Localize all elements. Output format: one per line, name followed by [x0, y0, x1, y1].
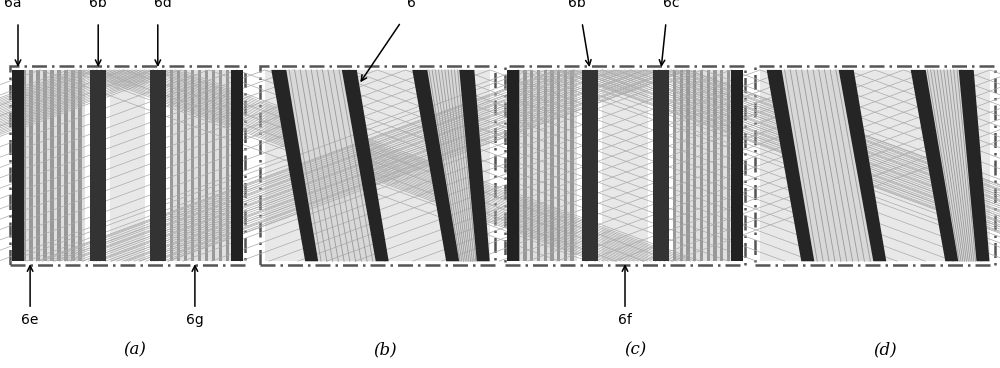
Bar [720, 70, 723, 261]
Bar [570, 70, 574, 261]
Bar [673, 70, 676, 261]
Bar [71, 70, 75, 261]
Polygon shape [286, 70, 376, 261]
Polygon shape [271, 70, 318, 261]
Bar [205, 70, 208, 261]
Text: 6e: 6e [21, 313, 39, 327]
Text: 6b: 6b [568, 0, 586, 10]
Bar [15, 70, 19, 261]
Bar [170, 70, 173, 261]
Polygon shape [782, 70, 873, 261]
Bar [700, 70, 703, 261]
Bar [265, 70, 490, 261]
Bar [706, 70, 710, 261]
Bar [191, 70, 194, 261]
Bar [550, 70, 554, 261]
Text: 6g: 6g [186, 313, 204, 327]
Bar [150, 70, 166, 261]
Bar [673, 70, 740, 261]
Bar [713, 70, 717, 261]
Bar [510, 70, 577, 261]
Polygon shape [926, 70, 976, 261]
Text: 6d: 6d [154, 0, 172, 10]
Bar [64, 70, 68, 261]
Bar [537, 70, 540, 261]
Bar [29, 70, 33, 261]
Bar [226, 70, 229, 261]
Text: (c): (c) [624, 341, 646, 358]
Bar [510, 70, 513, 261]
Bar [544, 70, 547, 261]
Bar [198, 70, 201, 261]
Bar [184, 70, 187, 261]
Bar [733, 70, 737, 261]
Text: 6f: 6f [618, 313, 632, 327]
Bar [78, 70, 82, 261]
Bar [231, 70, 243, 261]
Text: (d): (d) [873, 341, 897, 358]
Bar [760, 70, 990, 261]
Bar [523, 70, 527, 261]
Bar [507, 70, 519, 261]
Bar [517, 70, 520, 261]
Bar [43, 70, 47, 261]
Bar [50, 70, 54, 261]
Text: (b): (b) [373, 341, 397, 358]
Bar [727, 70, 730, 261]
Polygon shape [959, 70, 989, 261]
Bar [177, 70, 180, 261]
Polygon shape [767, 70, 814, 261]
Text: (a): (a) [124, 341, 146, 358]
Bar [15, 70, 85, 261]
Bar [36, 70, 40, 261]
Polygon shape [342, 70, 389, 261]
Polygon shape [427, 70, 477, 261]
Polygon shape [412, 70, 459, 261]
Polygon shape [911, 70, 958, 261]
Bar [530, 70, 533, 261]
Bar [693, 70, 696, 261]
Text: 6a: 6a [4, 0, 22, 10]
Text: 6c: 6c [663, 0, 679, 10]
Bar [57, 70, 61, 261]
Bar [557, 70, 560, 261]
Bar [731, 70, 743, 261]
Bar [212, 70, 215, 261]
Bar [582, 70, 598, 261]
Bar [22, 70, 26, 261]
Bar [686, 70, 690, 261]
Bar [90, 70, 106, 261]
Polygon shape [839, 70, 886, 261]
Bar [233, 70, 236, 261]
Bar [12, 70, 24, 261]
Polygon shape [459, 70, 490, 261]
Bar [653, 70, 669, 261]
Text: 6: 6 [407, 0, 415, 10]
Text: 6b: 6b [89, 0, 107, 10]
Bar [564, 70, 567, 261]
Bar [219, 70, 222, 261]
Bar [680, 70, 683, 261]
Bar [110, 70, 145, 261]
Bar [602, 70, 648, 261]
Bar [170, 70, 240, 261]
